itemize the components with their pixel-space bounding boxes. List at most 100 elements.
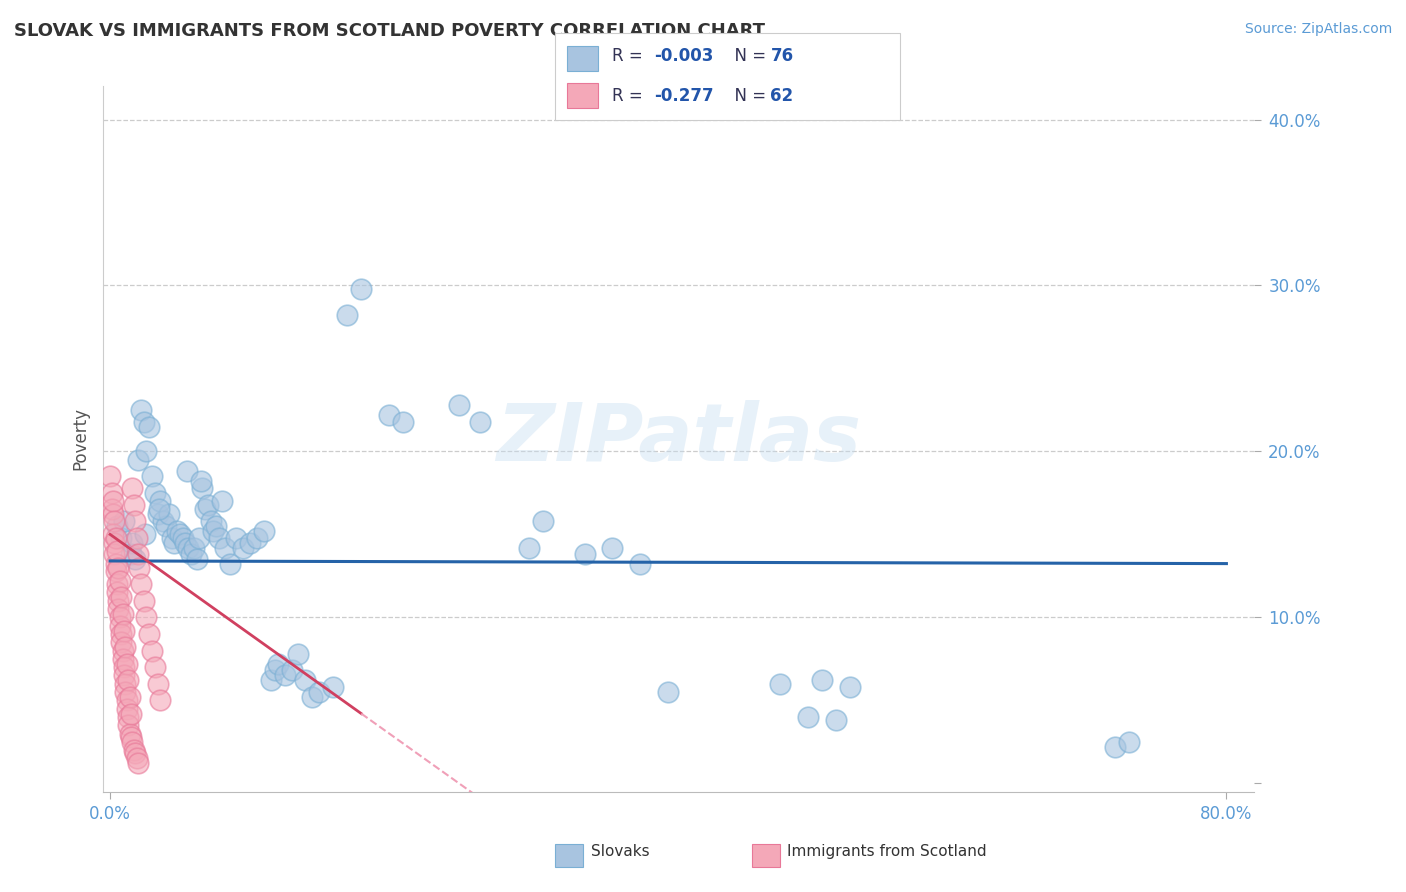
- Point: [127, 756, 149, 771]
- Point: [124, 514, 146, 528]
- Text: -0.277: -0.277: [654, 87, 713, 104]
- Text: -0.003: -0.003: [654, 47, 713, 65]
- Point: [100, 486, 122, 500]
- Point: [117, 710, 139, 724]
- Text: Source: ZipAtlas.com: Source: ZipAtlas.com: [1244, 22, 1392, 37]
- Point: [111, 607, 134, 621]
- Text: Immigrants from Scotland: Immigrants from Scotland: [787, 844, 987, 859]
- Point: [149, 494, 172, 508]
- Point: [117, 718, 139, 732]
- Point: [200, 514, 222, 528]
- Point: [194, 502, 217, 516]
- Point: [143, 660, 166, 674]
- Point: [134, 527, 156, 541]
- Point: [122, 498, 145, 512]
- Point: [246, 531, 269, 545]
- Point: [810, 673, 832, 688]
- Point: [118, 690, 141, 704]
- Point: [166, 524, 188, 538]
- Point: [769, 677, 792, 691]
- Point: [628, 558, 651, 572]
- Point: [350, 282, 373, 296]
- Point: [602, 541, 624, 555]
- Point: [127, 452, 149, 467]
- Point: [104, 558, 127, 572]
- Point: [263, 664, 285, 678]
- Point: [125, 531, 148, 545]
- Point: [308, 685, 330, 699]
- Point: [202, 524, 225, 538]
- Point: [824, 713, 846, 727]
- Point: [205, 519, 228, 533]
- Point: [163, 535, 186, 549]
- Point: [301, 690, 323, 704]
- Point: [104, 564, 127, 578]
- Point: [100, 502, 122, 516]
- Point: [101, 508, 124, 522]
- Y-axis label: Poverty: Poverty: [72, 408, 89, 470]
- Point: [121, 535, 143, 549]
- Point: [129, 577, 152, 591]
- Text: R =: R =: [612, 47, 648, 65]
- Text: N =: N =: [724, 47, 772, 65]
- Point: [336, 309, 359, 323]
- Point: [108, 610, 131, 624]
- Point: [280, 664, 302, 678]
- Point: [531, 514, 554, 528]
- Point: [117, 673, 139, 688]
- Point: [239, 535, 262, 549]
- Point: [468, 415, 491, 429]
- Point: [120, 547, 142, 561]
- Point: [122, 743, 145, 757]
- Point: [110, 591, 132, 605]
- Point: [103, 514, 125, 528]
- Point: [141, 643, 163, 657]
- Point: [112, 624, 135, 638]
- Point: [208, 531, 231, 545]
- Point: [146, 508, 169, 522]
- Point: [447, 398, 470, 412]
- Point: [104, 531, 127, 545]
- Point: [517, 541, 540, 555]
- Point: [157, 508, 180, 522]
- Point: [115, 657, 138, 671]
- Point: [108, 618, 131, 632]
- Point: [107, 560, 129, 574]
- Point: [110, 627, 132, 641]
- Point: [121, 735, 143, 749]
- Point: [127, 547, 149, 561]
- Point: [129, 403, 152, 417]
- Point: [118, 726, 141, 740]
- Point: [143, 486, 166, 500]
- Point: [1104, 739, 1126, 754]
- Point: [219, 558, 242, 572]
- Point: [186, 552, 208, 566]
- Point: [110, 635, 132, 649]
- Point: [120, 706, 142, 721]
- Text: SLOVAK VS IMMIGRANTS FROM SCOTLAND POVERTY CORRELATION CHART: SLOVAK VS IMMIGRANTS FROM SCOTLAND POVER…: [14, 22, 765, 40]
- Point: [180, 547, 202, 561]
- Point: [322, 680, 344, 694]
- Point: [138, 627, 160, 641]
- Text: R =: R =: [612, 87, 648, 104]
- Point: [107, 602, 129, 616]
- Text: ZIPatlas: ZIPatlas: [496, 400, 862, 478]
- Point: [121, 481, 143, 495]
- Point: [287, 647, 309, 661]
- Point: [160, 531, 183, 545]
- Point: [141, 469, 163, 483]
- Point: [266, 657, 288, 671]
- Point: [574, 547, 596, 561]
- Point: [98, 469, 121, 483]
- Point: [148, 502, 170, 516]
- Point: [188, 531, 211, 545]
- Point: [112, 660, 135, 674]
- Point: [103, 547, 125, 561]
- Point: [149, 693, 172, 707]
- Point: [108, 574, 131, 588]
- Point: [657, 685, 679, 699]
- Point: [252, 524, 274, 538]
- Point: [392, 415, 415, 429]
- Point: [172, 531, 194, 545]
- Point: [176, 464, 198, 478]
